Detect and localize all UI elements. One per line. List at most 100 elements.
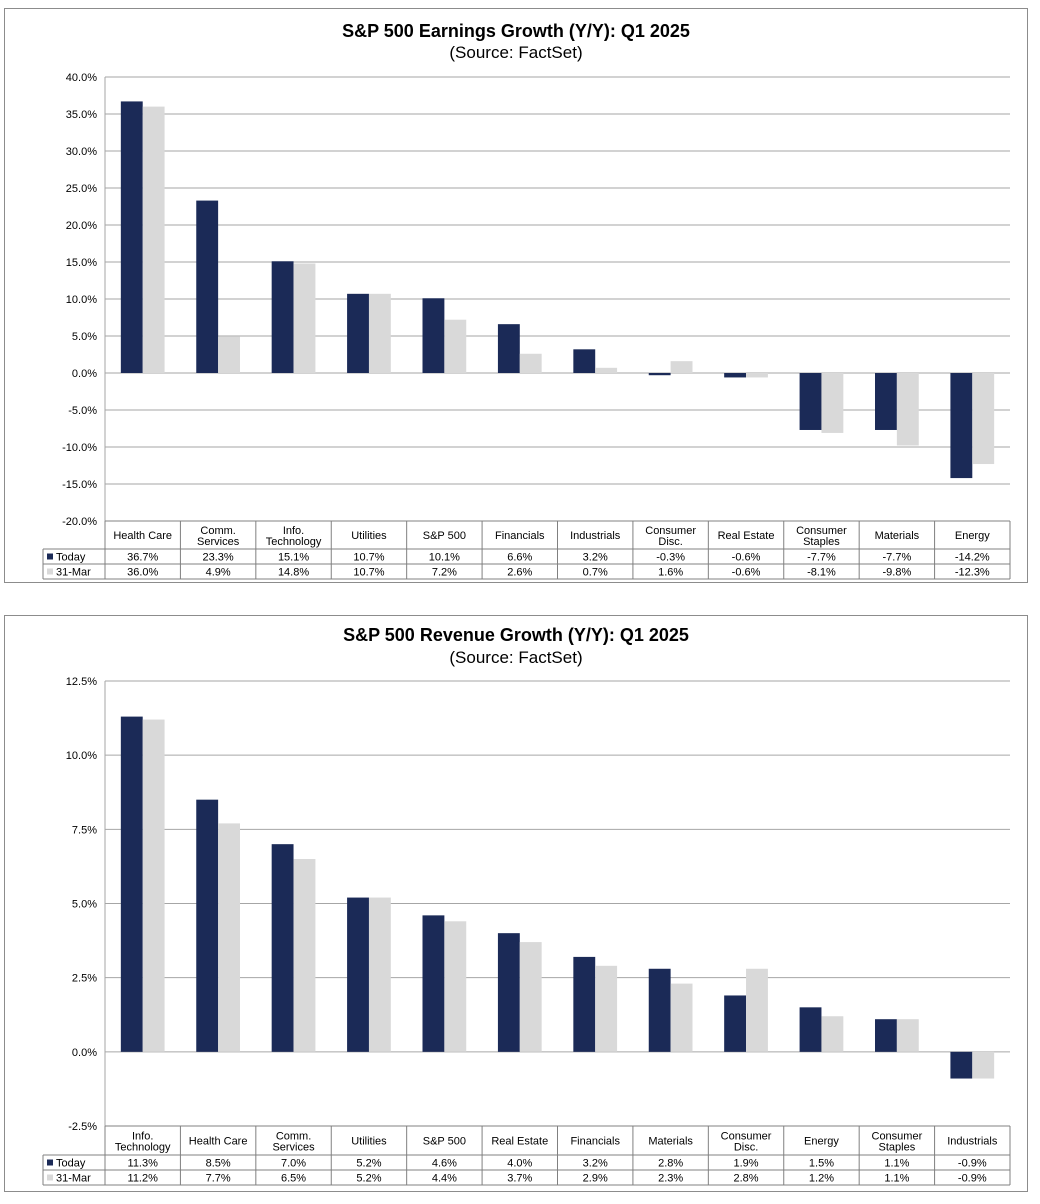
category-label: Real Estate bbox=[718, 530, 775, 542]
category-label-line: Consumer bbox=[796, 525, 847, 537]
category-label-line: Technology bbox=[115, 1142, 171, 1154]
data-label: 2.8% bbox=[734, 1173, 759, 1185]
bar-31-mar bbox=[972, 1051, 995, 1079]
category-label: Industrials bbox=[947, 1136, 998, 1148]
data-label: -0.3% bbox=[656, 552, 685, 564]
y-tick-label: -20.0% bbox=[62, 516, 97, 528]
bar-today bbox=[271, 844, 294, 1052]
y-tick-label: 2.5% bbox=[72, 973, 97, 985]
y-tick-label: 5.0% bbox=[72, 899, 97, 911]
data-label: 36.0% bbox=[127, 567, 158, 579]
data-label: 2.6% bbox=[507, 567, 532, 579]
data-label: 10.1% bbox=[429, 552, 460, 564]
category-label-line: Consumer bbox=[645, 525, 696, 537]
bar-31-mar bbox=[595, 965, 618, 1052]
data-label: 1.6% bbox=[658, 567, 683, 579]
category-label: S&P 500 bbox=[423, 530, 466, 542]
legend-key-31-mar bbox=[47, 568, 53, 575]
series-name: Today bbox=[56, 552, 86, 564]
bar-31-mar bbox=[670, 983, 693, 1052]
data-label: -7.7% bbox=[807, 552, 836, 564]
category-label-line: Staples bbox=[803, 536, 840, 548]
bar-today bbox=[573, 956, 596, 1052]
bar-today bbox=[196, 200, 219, 373]
data-label: 3.2% bbox=[583, 1158, 608, 1170]
data-label: 8.5% bbox=[206, 1158, 231, 1170]
data-label: 10.7% bbox=[353, 567, 384, 579]
data-table: Health Care Comm. Services Info. Technology U… bbox=[42, 520, 1011, 580]
bar-today bbox=[950, 373, 973, 479]
data-label: 36.7% bbox=[127, 552, 158, 564]
legend-key-today bbox=[47, 1159, 53, 1166]
data-label: 14.8% bbox=[278, 567, 309, 579]
data-label: -0.9% bbox=[958, 1158, 987, 1170]
bar-today bbox=[422, 915, 445, 1052]
y-tick-label: -10.0% bbox=[62, 442, 97, 454]
category-label: Materials bbox=[875, 530, 920, 542]
earnings-chart-plot: 40.0% 35.0% 30.0% 25.0% 20.0% 15.0% 10.0% 5.0% 0… bbox=[42, 72, 1011, 580]
category-label: Real Estate bbox=[491, 1136, 548, 1148]
category-label: Comm. Services bbox=[197, 525, 240, 548]
bar-today bbox=[271, 261, 294, 373]
category-label: Comm. Services bbox=[272, 1131, 315, 1154]
y-tick-label: 0.0% bbox=[72, 368, 97, 380]
category-label: Utilities bbox=[351, 1136, 387, 1148]
data-label: 7.0% bbox=[281, 1158, 306, 1170]
data-label: 3.2% bbox=[583, 552, 608, 564]
chart-subtitle: (Source: FactSet) bbox=[449, 648, 583, 667]
series-name: 31-Mar bbox=[56, 567, 91, 579]
data-label: 7.2% bbox=[432, 567, 457, 579]
bar-31-mar bbox=[218, 336, 240, 373]
data-label: 15.1% bbox=[278, 552, 309, 564]
category-label-line: Disc. bbox=[734, 1142, 758, 1154]
bar-31-mar bbox=[142, 719, 165, 1052]
category-label: Materials bbox=[648, 1136, 693, 1148]
bar-today bbox=[120, 101, 143, 374]
category-label-line: Info. bbox=[132, 1131, 153, 1143]
category-label-line: Comm. bbox=[276, 1131, 311, 1143]
category-label-line: Disc. bbox=[658, 536, 682, 548]
bar-31-mar bbox=[519, 353, 542, 373]
bar-31-mar bbox=[670, 361, 693, 373]
data-label: 1.9% bbox=[734, 1158, 759, 1170]
bar-today bbox=[799, 1007, 822, 1052]
category-label: Info. Technology bbox=[115, 1131, 171, 1154]
data-label: -7.7% bbox=[883, 552, 912, 564]
data-label: -0.9% bbox=[958, 1173, 987, 1185]
data-label: 1.1% bbox=[884, 1158, 909, 1170]
bar-31-mar bbox=[519, 942, 542, 1052]
bar-31-mar bbox=[746, 968, 768, 1052]
y-tick-label: 12.5% bbox=[66, 676, 97, 688]
bar-today bbox=[120, 716, 143, 1052]
data-label: 4.6% bbox=[432, 1158, 457, 1170]
bar-31-mar bbox=[821, 373, 844, 433]
data-label: -12.3% bbox=[955, 567, 990, 579]
data-label: 1.1% bbox=[884, 1173, 909, 1185]
bar-31-mar bbox=[972, 373, 995, 465]
y-tick-label: 30.0% bbox=[66, 146, 97, 158]
bar-today bbox=[875, 373, 897, 430]
bar-today bbox=[347, 897, 369, 1052]
bar-today bbox=[799, 373, 822, 430]
bar-31-mar bbox=[746, 373, 768, 378]
bar-31-mar bbox=[444, 319, 467, 373]
category-label: Health Care bbox=[113, 530, 172, 542]
category-label-line: Consumer bbox=[872, 1131, 923, 1143]
earnings-growth-chart: S&P 500 Earnings Growth (Y/Y): Q1 2025 (… bbox=[4, 8, 1028, 583]
data-label: 2.3% bbox=[658, 1173, 683, 1185]
category-label-line: Info. bbox=[283, 525, 304, 537]
category-label: Health Care bbox=[189, 1136, 248, 1148]
category-label: Consumer Disc. bbox=[721, 1131, 772, 1154]
y-tick-label: 7.5% bbox=[72, 824, 97, 836]
data-label: 1.5% bbox=[809, 1158, 834, 1170]
bar-today bbox=[497, 324, 520, 373]
data-label: 7.7% bbox=[206, 1173, 231, 1185]
data-label: 11.3% bbox=[128, 1158, 159, 1170]
bar-today bbox=[724, 373, 747, 378]
data-label: 2.8% bbox=[658, 1158, 683, 1170]
category-label-line: Consumer bbox=[721, 1131, 772, 1143]
series-name: 31-Mar bbox=[56, 1173, 91, 1185]
category-label-line: Services bbox=[272, 1142, 315, 1154]
bar-today bbox=[573, 349, 596, 373]
category-label: Financials bbox=[570, 1136, 620, 1148]
